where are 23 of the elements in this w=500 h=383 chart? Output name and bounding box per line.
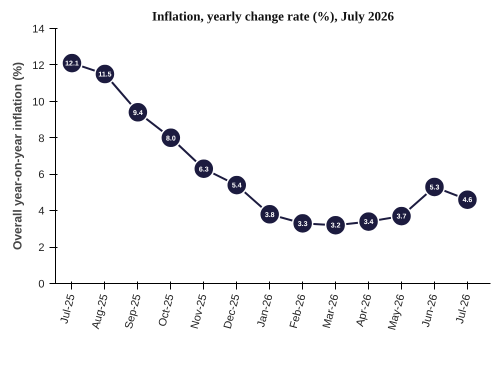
- x-tick-label: Apr-26: [354, 292, 374, 328]
- x-tick-label: Nov-25: [188, 292, 210, 330]
- y-tick-label: 4: [38, 206, 45, 218]
- x-tick-label: Oct-25: [156, 292, 177, 328]
- x-tick-label: Dec-25: [222, 292, 243, 330]
- y-tick-label: 14: [32, 24, 45, 36]
- x-tick-label: Feb-26: [288, 292, 308, 330]
- y-tick-label: 6: [38, 169, 45, 182]
- y-tick-label: 2: [38, 242, 45, 254]
- y-tick-label: 0: [38, 278, 45, 290]
- x-tick-label: May-26: [386, 292, 408, 332]
- y-tick-label: 10: [32, 96, 45, 108]
- x-tick-label: Jul-25: [58, 292, 78, 325]
- chart-title: Inflation, yearly change rate (%), July 2026: [152, 8, 394, 24]
- x-tick-label: Jul-26: [454, 292, 474, 325]
- x-tick-label: Jan-26: [255, 292, 276, 329]
- x-tick-label: Jun-26: [420, 292, 440, 329]
- y-tick-label: 8: [38, 132, 45, 145]
- x-tick-label: Aug-25: [90, 292, 111, 330]
- y-tick-label: 12: [32, 60, 45, 72]
- y-axis-title: Overall year-on-year inflation (%): [10, 62, 24, 250]
- x-tick-label: Mar-26: [320, 292, 342, 330]
- x-tick-label: Sep-25: [122, 292, 144, 330]
